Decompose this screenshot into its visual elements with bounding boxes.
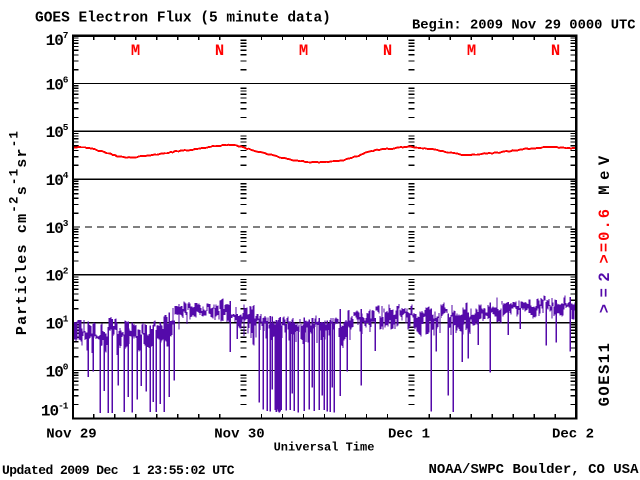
svg-text:10-1: 10-1 (41, 401, 69, 421)
svg-text:Nov 30: Nov 30 (214, 427, 264, 443)
svg-text:Universal Time: Universal Time (274, 441, 375, 455)
svg-text:GOES Electron Flux (5 minute d: GOES Electron Flux (5 minute data) (35, 11, 331, 27)
svg-text:Updated 2009 Dec 1 23:55:02 U: Updated 2009 Dec 1 23:55:02 UTC (2, 463, 235, 478)
svg-text:M: M (467, 42, 476, 60)
svg-text:100: 100 (46, 361, 69, 381)
svg-text:M: M (299, 42, 308, 60)
svg-text:104: 104 (46, 170, 69, 190)
svg-text:>=2: >=2 (596, 266, 614, 313)
svg-text:>=0.6: >=0.6 (596, 207, 614, 264)
svg-text:MeV: MeV (596, 150, 614, 194)
svg-text:GOES11: GOES11 (596, 342, 614, 407)
svg-text:NOAA/SWPC Boulder, CO USA: NOAA/SWPC Boulder, CO USA (428, 462, 639, 478)
svg-text:103: 103 (46, 218, 69, 238)
svg-text:102: 102 (46, 266, 69, 286)
svg-text:106: 106 (46, 74, 69, 94)
svg-text:Dec 2: Dec 2 (552, 427, 594, 443)
svg-text:Dec 1: Dec 1 (388, 427, 430, 443)
svg-text:105: 105 (46, 122, 69, 142)
svg-text:N: N (215, 42, 224, 60)
svg-text:101: 101 (46, 314, 69, 334)
svg-text:N: N (383, 42, 392, 60)
svg-text:107: 107 (46, 30, 69, 50)
svg-text:M: M (131, 42, 140, 60)
svg-text:Begin: 2009 Nov 29 0000 UTC: Begin: 2009 Nov 29 0000 UTC (412, 18, 636, 34)
svg-text:Nov 29: Nov 29 (46, 427, 96, 443)
svg-text:N: N (551, 42, 560, 60)
